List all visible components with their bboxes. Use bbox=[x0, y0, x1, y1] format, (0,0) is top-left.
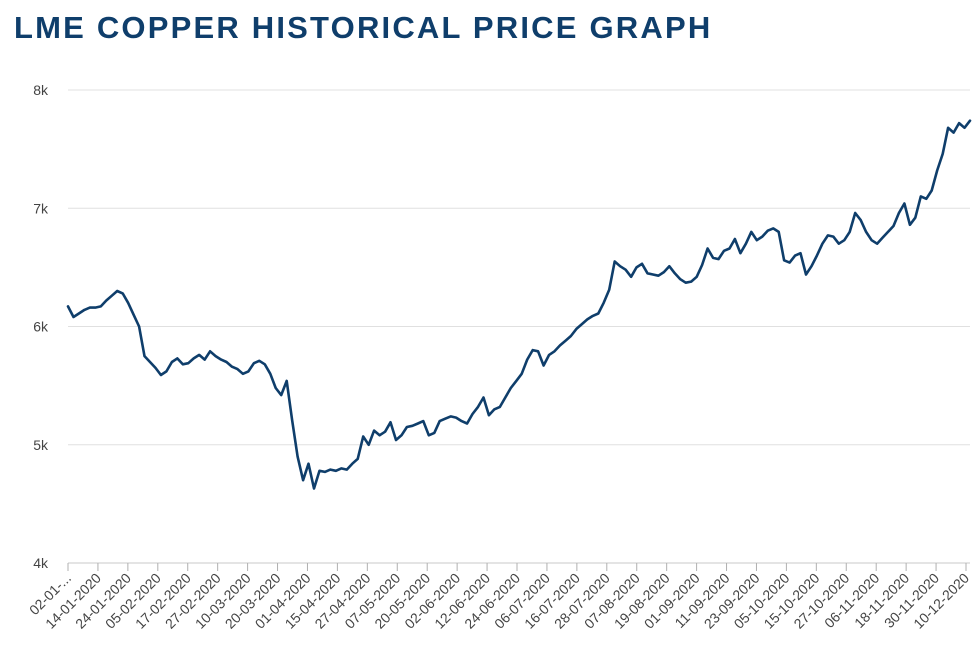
grid-lines bbox=[68, 89, 970, 564]
y-axis: 4k 5k 6k 7k 8k bbox=[33, 82, 49, 571]
y-tick-label: 5k bbox=[33, 437, 49, 453]
chart-title: LME COPPER HISTORICAL PRICE GRAPH bbox=[14, 10, 713, 45]
x-axis bbox=[67, 563, 967, 571]
series-lines bbox=[66, 119, 972, 490]
y-tick-label: 6k bbox=[33, 319, 49, 335]
y-tick-label: 8k bbox=[33, 82, 49, 98]
x-tick-labels: 02-01-...14-01-202024-01-202005-02-20201… bbox=[26, 570, 972, 632]
series-line-lme-copper bbox=[66, 119, 972, 490]
y-tick-label: 7k bbox=[33, 200, 49, 216]
y-tick-label: 4k bbox=[33, 555, 49, 571]
